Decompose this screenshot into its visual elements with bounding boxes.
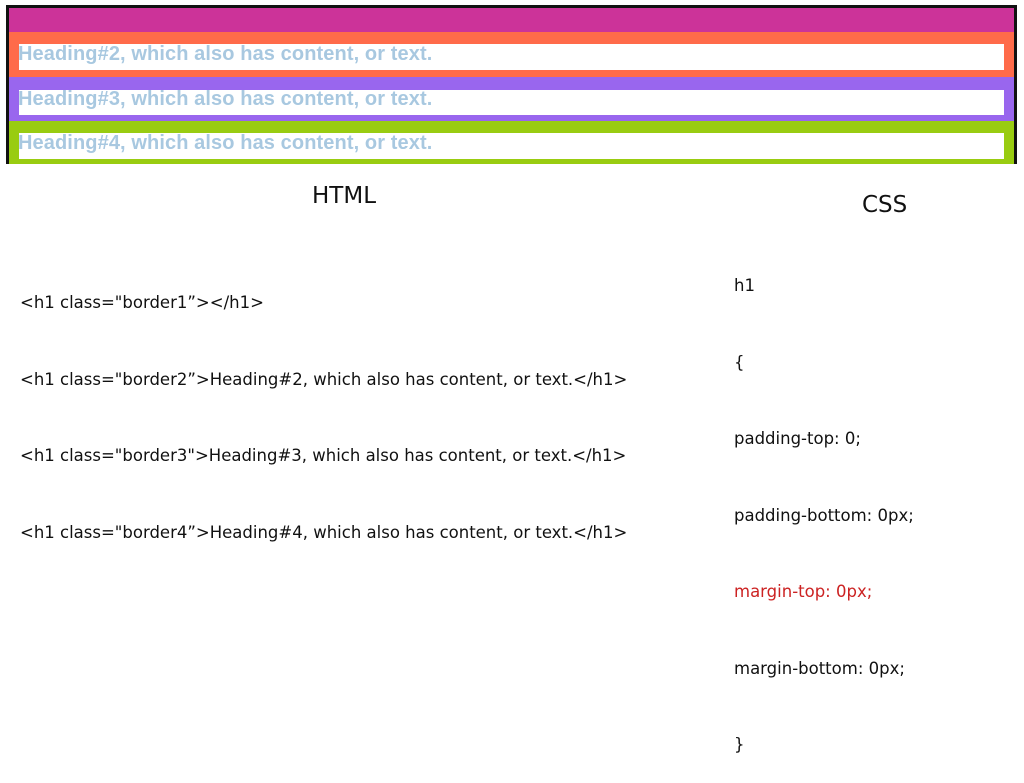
html-code-line-3: <h1 class="border3">Heading#3, which als… xyxy=(20,446,627,465)
heading-2-text: Heading#2, which also has content, or te… xyxy=(18,43,433,65)
h1-border2-content-area xyxy=(19,44,1004,70)
html-code-line-1: <h1 class="border1”></h1> xyxy=(20,293,264,312)
h1-border3-content-area xyxy=(19,90,1004,115)
css-code-line-padding-bottom: padding-bottom: 0px; xyxy=(734,505,914,525)
css-code-block: h1 { padding-top: 0; padding-bottom: 0px… xyxy=(734,222,914,783)
css-code-line-padding-top: padding-top: 0; xyxy=(734,429,861,448)
css-code-line-selector: h1 xyxy=(734,276,755,295)
css-code-line-margin-top: margin-top: 0px; xyxy=(734,582,873,601)
heading-3-text: Heading#3, which also has content, or te… xyxy=(18,88,433,110)
rendered-demo-frame: Heading#2, which also has content, or te… xyxy=(6,5,1017,164)
h1-border3-band xyxy=(9,77,1014,125)
css-code-line-open-brace: { xyxy=(734,352,745,372)
html-section-label: HTML xyxy=(312,183,377,209)
css-code-line-close-brace: } xyxy=(734,735,745,754)
h1-border2-band xyxy=(9,32,1014,80)
html-code-line-4: <h1 class="border4”>Heading#4, which als… xyxy=(20,522,628,542)
h1-border4-band xyxy=(9,121,1014,164)
html-code-block: <h1 class="border1”></h1> <h1 class="bor… xyxy=(20,239,627,571)
h1-border4-content-area xyxy=(19,133,1004,159)
h1-border1-band xyxy=(9,8,1014,32)
heading-4-text: Heading#4, which also has content, or te… xyxy=(18,132,433,154)
css-section-label: CSS xyxy=(862,192,908,218)
html-code-line-2: <h1 class="border2”>Heading#2, which als… xyxy=(20,369,628,389)
css-code-line-margin-bottom: margin-bottom: 0px; xyxy=(734,658,905,678)
